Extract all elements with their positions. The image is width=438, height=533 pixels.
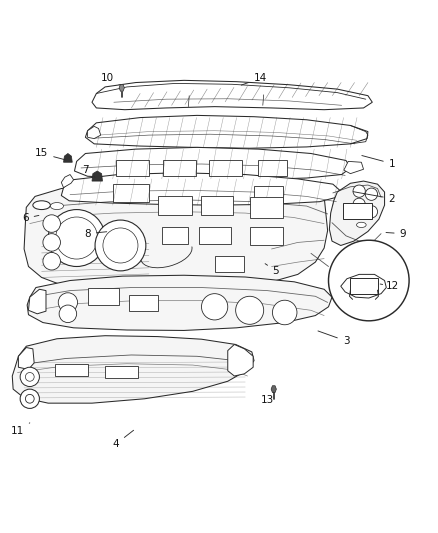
Bar: [350, 278, 378, 294]
Circle shape: [20, 389, 39, 408]
Polygon shape: [88, 126, 101, 139]
Polygon shape: [344, 161, 364, 174]
Circle shape: [95, 220, 146, 271]
Polygon shape: [92, 80, 372, 110]
Circle shape: [48, 209, 105, 266]
Polygon shape: [61, 174, 74, 188]
Circle shape: [20, 367, 39, 386]
Text: 13: 13: [261, 392, 274, 405]
Polygon shape: [92, 171, 102, 181]
Text: 12: 12: [380, 281, 399, 291]
Polygon shape: [85, 115, 368, 148]
Bar: [209, 159, 242, 176]
Circle shape: [328, 240, 409, 321]
Text: 9: 9: [386, 229, 406, 239]
Circle shape: [201, 294, 228, 320]
Bar: [201, 197, 233, 215]
Polygon shape: [228, 344, 253, 376]
Ellipse shape: [50, 203, 64, 209]
Bar: [158, 197, 192, 215]
Circle shape: [43, 215, 60, 232]
Bar: [105, 366, 138, 378]
Polygon shape: [74, 147, 350, 180]
Text: 14: 14: [241, 73, 267, 85]
Text: 5: 5: [265, 264, 279, 276]
Bar: [199, 227, 231, 244]
Text: 1: 1: [362, 156, 396, 168]
Polygon shape: [64, 154, 72, 162]
Bar: [258, 159, 287, 176]
Polygon shape: [18, 348, 34, 369]
Text: 15: 15: [35, 149, 65, 160]
Polygon shape: [61, 173, 341, 205]
Polygon shape: [27, 275, 332, 330]
Circle shape: [236, 296, 264, 324]
Circle shape: [365, 188, 378, 200]
Bar: [162, 227, 188, 244]
Bar: [116, 159, 149, 176]
Text: 6: 6: [22, 213, 39, 223]
Bar: [254, 187, 283, 203]
Ellipse shape: [357, 222, 366, 228]
Circle shape: [25, 373, 34, 381]
Bar: [55, 364, 88, 376]
Text: 11: 11: [11, 423, 30, 436]
Bar: [215, 256, 244, 272]
Ellipse shape: [33, 201, 50, 209]
Circle shape: [353, 198, 365, 211]
Polygon shape: [12, 336, 254, 403]
Text: 10: 10: [101, 73, 119, 85]
Polygon shape: [329, 181, 385, 246]
Text: 7: 7: [82, 165, 95, 177]
Text: 2: 2: [353, 192, 396, 204]
Polygon shape: [341, 274, 386, 298]
Text: 4: 4: [113, 430, 134, 449]
Circle shape: [59, 305, 77, 322]
Circle shape: [56, 217, 98, 259]
Circle shape: [353, 185, 365, 197]
Circle shape: [43, 253, 60, 270]
Polygon shape: [271, 386, 276, 392]
Text: 3: 3: [318, 331, 350, 346]
Circle shape: [43, 233, 60, 251]
Bar: [163, 159, 196, 176]
Polygon shape: [24, 181, 328, 289]
Circle shape: [25, 394, 34, 403]
Circle shape: [58, 293, 78, 312]
Polygon shape: [28, 289, 46, 314]
Bar: [250, 197, 283, 219]
Polygon shape: [119, 84, 124, 91]
Bar: [250, 227, 283, 245]
Text: 8: 8: [84, 229, 107, 239]
Circle shape: [365, 206, 378, 218]
Bar: [113, 184, 149, 201]
Bar: [129, 295, 158, 311]
Circle shape: [272, 300, 297, 325]
Bar: [88, 287, 119, 305]
Circle shape: [103, 228, 138, 263]
Bar: [343, 203, 372, 219]
